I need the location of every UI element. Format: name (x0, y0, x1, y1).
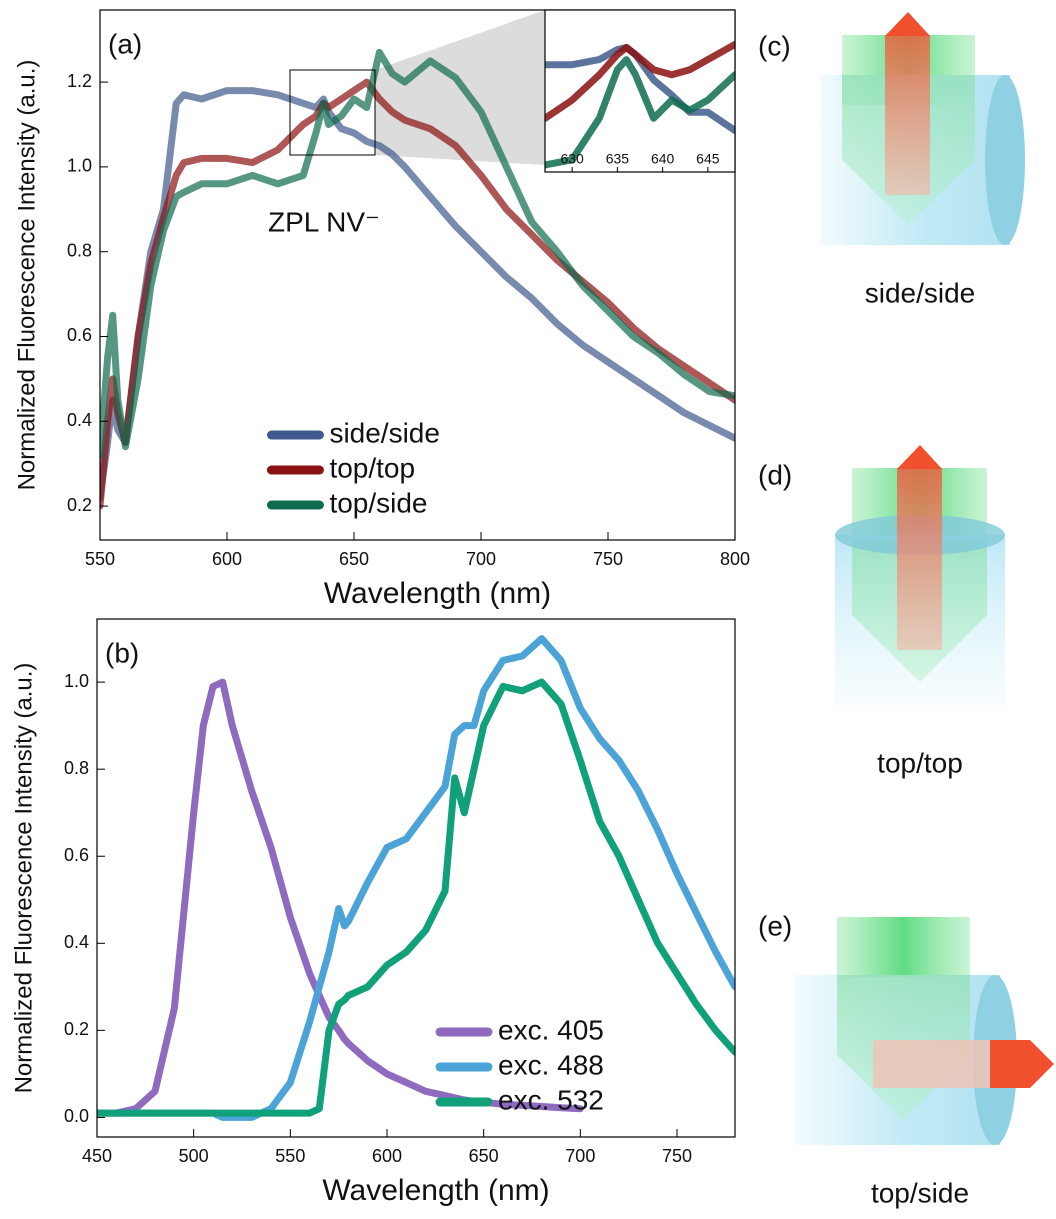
panel-label: (a) (108, 28, 142, 59)
legend-label: exc. 488 (498, 1049, 604, 1080)
caption: side/side (865, 277, 976, 308)
x-tick-label: 700 (466, 549, 496, 569)
green-beam (837, 917, 970, 977)
y-axis-title: Normalized Fluorescence Intensity (a.u.) (13, 60, 40, 491)
legend-label: side/side (329, 417, 440, 448)
y-tick-label: 0.8 (64, 758, 89, 778)
annotation: ZPL NV⁻ (268, 206, 380, 237)
axes-frame (96, 618, 736, 1138)
y-tick-label: 0.2 (64, 1019, 89, 1039)
x-tick-label: 635 (606, 151, 630, 167)
x-tick-label: 750 (662, 1146, 692, 1166)
axes-frame (99, 9, 736, 541)
series-line (545, 56, 735, 169)
series-line (97, 635, 735, 1121)
caption: top/side (871, 1177, 969, 1208)
x-tick-label: 550 (275, 1146, 305, 1166)
caption: top/top (877, 747, 963, 778)
inset: 630 635 640 645 (544, 9, 736, 173)
y-axis-title: Normalized Fluorescence Intensity (a.u.) (10, 663, 37, 1094)
emission-arrow-head (897, 445, 942, 469)
emission-beam (897, 468, 942, 650)
y-tick-label: 0.6 (67, 325, 92, 345)
x-tick-label: 600 (372, 1146, 402, 1166)
plot-area (97, 635, 735, 1121)
x-tick-label: 630 (560, 151, 584, 167)
x-tick-label: 750 (593, 549, 623, 569)
y-tick-label: 0.4 (64, 932, 89, 952)
panel-label: (c) (758, 30, 791, 61)
diagram-e: (e) top/side (758, 910, 1054, 1208)
emission-beam (885, 35, 930, 195)
x-tick-label: 640 (651, 151, 675, 167)
y-tick-label: 1.2 (67, 71, 92, 91)
series-line (100, 48, 735, 459)
y-tick-label: 0.2 (67, 495, 92, 515)
x-tick-label: 700 (565, 1146, 595, 1166)
x-tick-label: 800 (720, 549, 750, 569)
diagram-d: (d) top/top (758, 445, 1005, 778)
panel-a: 550 600 650 700 750 800 0.2 0.4 0.6 0.8 1.0 1.2 Wave… (13, 9, 750, 610)
x-tick-label: 450 (82, 1146, 112, 1166)
x-axis-title: Wavelength (nm) (322, 1174, 549, 1207)
y-tick-label: 0.0 (64, 1106, 89, 1126)
x-tick-label: 650 (469, 1146, 499, 1166)
y-tick-label: 0.8 (67, 240, 92, 260)
panel-label: (e) (758, 910, 792, 941)
legend-label: exc. 405 (498, 1014, 604, 1045)
y-tick-label: 0.6 (64, 845, 89, 865)
emission-arrow (990, 1040, 1054, 1088)
x-tick-label: 645 (696, 151, 720, 167)
emission-arrow-head (885, 12, 930, 36)
x-tick-label: 550 (85, 549, 115, 569)
diagram-c: (c) side/side (758, 12, 1025, 308)
x-tick-label: 600 (212, 549, 242, 569)
legend-label: exc. 532 (498, 1084, 604, 1115)
panel-label: (b) (105, 637, 139, 668)
x-axis-title: Wavelength (nm) (324, 577, 551, 610)
plot-area (100, 48, 735, 510)
x-tick-label: 500 (179, 1146, 209, 1166)
plot-area (545, 40, 735, 169)
series-line (545, 40, 735, 122)
axes-frame (544, 9, 736, 173)
zoom-box (289, 69, 376, 156)
x-tick-label: 650 (339, 549, 369, 569)
y-tick-label: 1.0 (67, 156, 92, 176)
cylinder-end (985, 75, 1025, 245)
y-tick-label: 1.0 (64, 671, 89, 691)
legend-label: top/top (329, 452, 415, 483)
panel-label: (d) (758, 459, 792, 490)
panel-b: 450 500 550 600 650 700 750 0.0 0.2 0.4 0.6 0.8 1.0 W… (10, 618, 736, 1207)
series-line (97, 678, 735, 1117)
y-tick-label: 0.4 (67, 410, 92, 430)
emission-beam (873, 1040, 990, 1088)
legend-label: top/side (329, 487, 427, 518)
